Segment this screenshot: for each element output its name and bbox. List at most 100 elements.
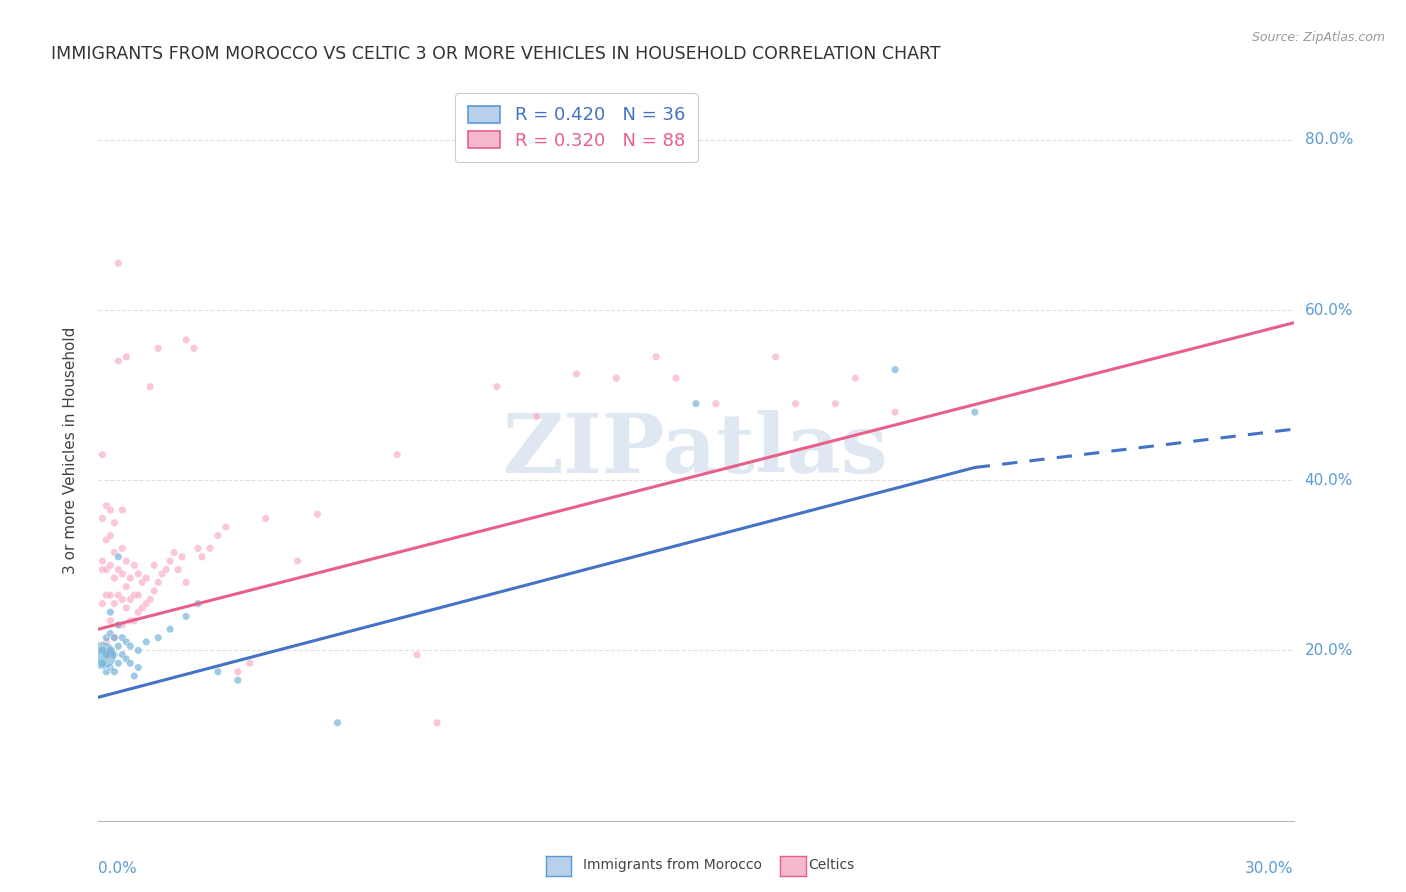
Point [172, 549, 194, 564]
Point [115, 600, 138, 615]
Point [135, 597, 157, 611]
Point [148, 342, 170, 356]
Point [150, 566, 173, 581]
Point [127, 588, 149, 602]
Point [98, 660, 122, 674]
Text: IMMIGRANTS FROM MOROCCO VS CELTIC 3 OR MORE VEHICLES IN HOUSEHOLD CORRELATION CH: IMMIGRANTS FROM MOROCCO VS CELTIC 3 OR M… [51, 45, 941, 63]
Point [127, 566, 149, 581]
Point [565, 367, 588, 381]
Point [96, 588, 118, 602]
Point [120, 571, 142, 585]
Point [124, 558, 146, 573]
Point [98, 588, 122, 602]
Point [107, 618, 129, 632]
Point [111, 503, 134, 517]
Point [143, 558, 166, 573]
Point [704, 397, 727, 411]
Point [426, 715, 449, 730]
Point [139, 379, 162, 393]
Point [187, 597, 209, 611]
Point [111, 541, 134, 556]
Point [111, 618, 134, 632]
Point [207, 665, 229, 679]
Text: Celtics: Celtics [808, 858, 855, 872]
Point [406, 648, 429, 662]
Point [115, 635, 138, 649]
Point [91, 657, 114, 671]
Point [120, 592, 142, 607]
Point [785, 397, 807, 411]
Point [91, 511, 114, 525]
Point [103, 648, 125, 662]
Text: 30.0%: 30.0% [1246, 862, 1294, 876]
Point [131, 600, 153, 615]
Text: ZIPatlas: ZIPatlas [503, 410, 889, 491]
Point [107, 256, 129, 270]
Point [159, 554, 181, 568]
Point [226, 673, 249, 688]
Point [98, 626, 122, 640]
Point [174, 609, 197, 624]
Point [307, 508, 329, 522]
Legend: R = 0.420   N = 36, R = 0.320   N = 88: R = 0.420 N = 36, R = 0.320 N = 88 [456, 93, 697, 162]
Point [120, 639, 142, 653]
Point [215, 520, 238, 534]
Point [131, 575, 153, 590]
Point [124, 614, 146, 628]
Point [107, 588, 129, 602]
Point [124, 588, 146, 602]
Point [103, 631, 125, 645]
Point [605, 371, 627, 385]
Point [191, 549, 214, 564]
Point [103, 571, 125, 585]
Point [884, 362, 907, 376]
Y-axis label: 3 or more Vehicles in Household: 3 or more Vehicles in Household [63, 326, 77, 574]
Point [103, 516, 125, 530]
Point [844, 371, 866, 385]
Point [135, 571, 157, 585]
Point [91, 648, 114, 662]
Point [96, 648, 118, 662]
Point [485, 379, 508, 393]
Point [98, 614, 122, 628]
Point [98, 643, 122, 657]
Point [107, 657, 129, 671]
Point [159, 622, 181, 636]
Point [127, 660, 149, 674]
Text: 20.0%: 20.0% [1305, 643, 1353, 658]
Point [207, 528, 229, 542]
Point [124, 669, 146, 683]
Point [685, 397, 707, 411]
Point [115, 350, 138, 364]
Point [111, 648, 134, 662]
Point [96, 533, 118, 547]
Point [120, 614, 142, 628]
Point [107, 354, 129, 368]
Point [254, 511, 277, 525]
Point [107, 639, 129, 653]
Point [96, 665, 118, 679]
Point [96, 635, 118, 649]
Point [115, 554, 138, 568]
Point [163, 545, 186, 559]
Point [287, 554, 309, 568]
Point [98, 558, 122, 573]
Point [98, 528, 122, 542]
Point [665, 371, 688, 385]
Text: Source: ZipAtlas.com: Source: ZipAtlas.com [1251, 31, 1385, 45]
Point [120, 657, 142, 671]
Point [148, 575, 170, 590]
Point [111, 566, 134, 581]
Point [91, 563, 114, 577]
Point [98, 503, 122, 517]
Text: 80.0%: 80.0% [1305, 132, 1353, 147]
Point [91, 554, 114, 568]
Point [824, 397, 846, 411]
Point [103, 597, 125, 611]
Point [103, 631, 125, 645]
Point [111, 631, 134, 645]
Point [765, 350, 787, 364]
Point [111, 592, 134, 607]
Point [107, 563, 129, 577]
Text: 60.0%: 60.0% [1305, 302, 1353, 318]
